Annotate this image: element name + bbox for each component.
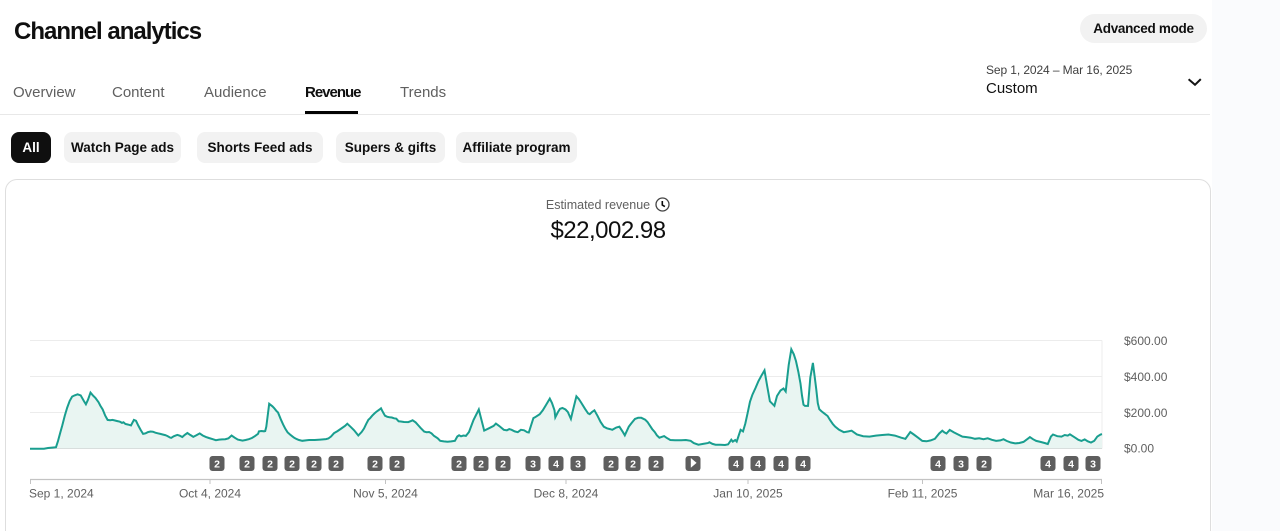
- svg-text:2: 2: [394, 458, 400, 470]
- svg-text:3: 3: [958, 458, 964, 470]
- svg-text:4: 4: [800, 458, 806, 470]
- svg-text:2: 2: [500, 458, 506, 470]
- svg-text:2: 2: [608, 458, 614, 470]
- svg-text:Sep 1, 2024: Sep 1, 2024: [29, 487, 94, 501]
- svg-text:$600.00: $600.00: [1124, 334, 1168, 348]
- svg-text:4: 4: [755, 458, 761, 470]
- svg-text:3: 3: [575, 458, 581, 470]
- svg-text:2: 2: [630, 458, 636, 470]
- svg-text:2: 2: [981, 458, 987, 470]
- svg-text:2: 2: [311, 458, 317, 470]
- svg-text:4: 4: [778, 458, 784, 470]
- svg-text:Nov 5, 2024: Nov 5, 2024: [353, 487, 418, 501]
- svg-text:4: 4: [935, 458, 941, 470]
- svg-text:2: 2: [267, 458, 273, 470]
- svg-text:3: 3: [530, 458, 536, 470]
- svg-text:2: 2: [289, 458, 295, 470]
- svg-text:2: 2: [478, 458, 484, 470]
- svg-text:4: 4: [733, 458, 739, 470]
- svg-text:Dec 8, 2024: Dec 8, 2024: [534, 487, 599, 501]
- svg-text:$200.00: $200.00: [1124, 406, 1168, 420]
- svg-text:Oct 4, 2024: Oct 4, 2024: [179, 487, 241, 501]
- svg-text:2: 2: [244, 458, 250, 470]
- svg-text:4: 4: [1068, 458, 1074, 470]
- svg-text:2: 2: [333, 458, 339, 470]
- svg-text:2: 2: [372, 458, 378, 470]
- svg-text:2: 2: [456, 458, 462, 470]
- svg-text:Feb 11, 2025: Feb 11, 2025: [888, 487, 958, 501]
- svg-text:4: 4: [1045, 458, 1051, 470]
- svg-text:2: 2: [214, 458, 220, 470]
- svg-text:$400.00: $400.00: [1124, 370, 1168, 384]
- svg-text:$0.00: $0.00: [1124, 442, 1154, 456]
- svg-text:3: 3: [1090, 458, 1096, 470]
- svg-text:2: 2: [653, 458, 659, 470]
- svg-text:4: 4: [553, 458, 559, 470]
- svg-text:Jan 10, 2025: Jan 10, 2025: [713, 487, 783, 501]
- svg-text:Mar 16, 2025: Mar 16, 2025: [1033, 487, 1104, 501]
